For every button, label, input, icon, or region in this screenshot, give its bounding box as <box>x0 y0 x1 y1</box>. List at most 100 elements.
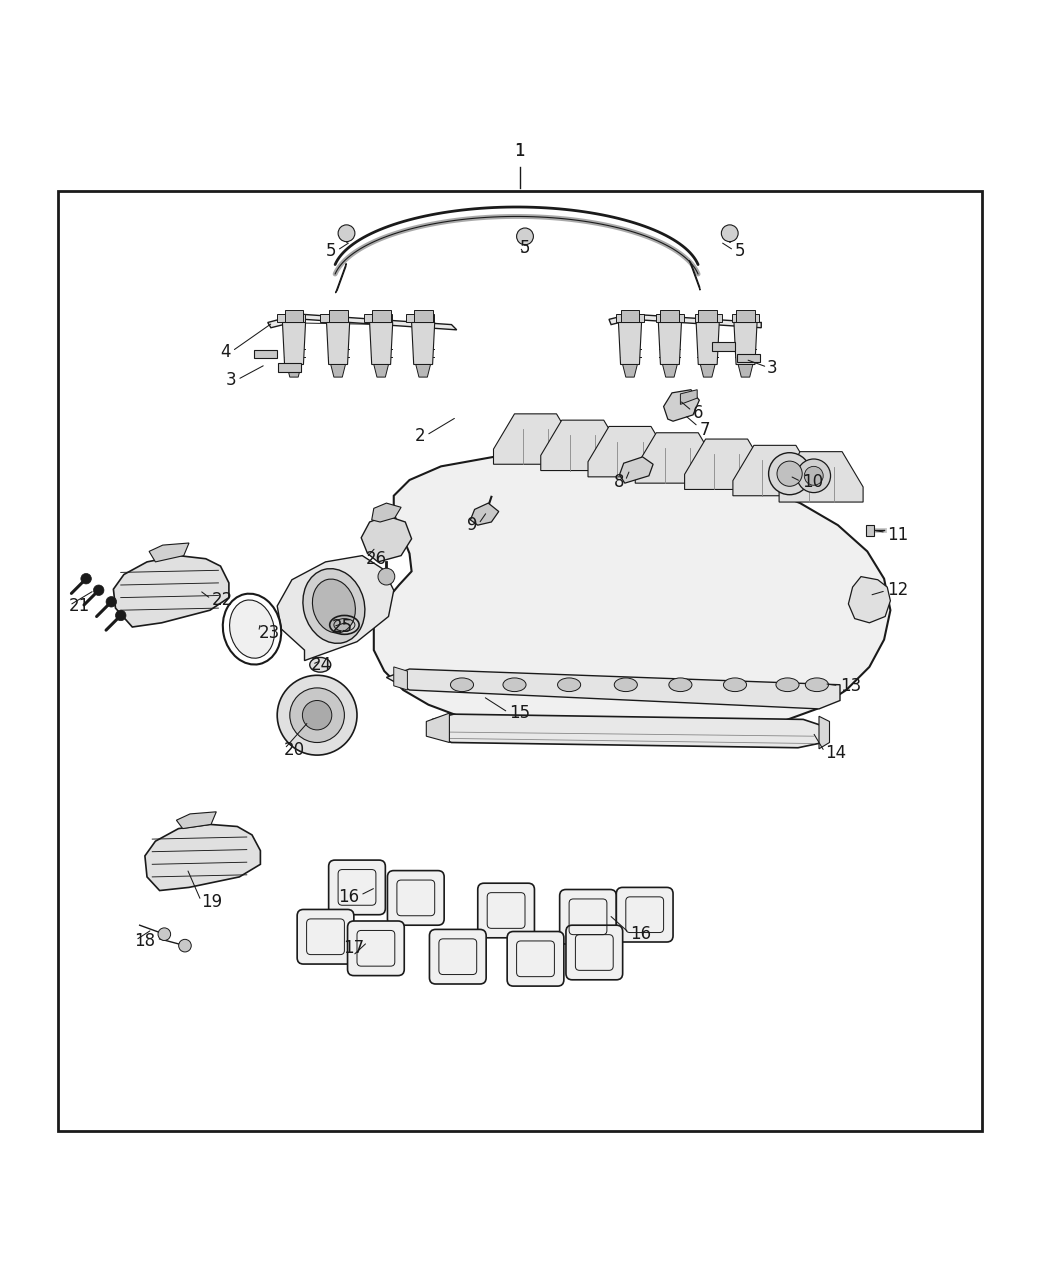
Polygon shape <box>374 450 890 736</box>
Polygon shape <box>149 543 189 562</box>
Polygon shape <box>282 323 306 365</box>
Polygon shape <box>327 323 350 365</box>
Circle shape <box>721 224 738 242</box>
Text: 5: 5 <box>326 242 336 260</box>
Ellipse shape <box>313 579 355 632</box>
Ellipse shape <box>503 678 526 691</box>
Circle shape <box>797 459 831 492</box>
Polygon shape <box>394 667 407 690</box>
Circle shape <box>116 611 126 621</box>
Ellipse shape <box>723 678 747 691</box>
Text: 24: 24 <box>311 655 332 673</box>
Polygon shape <box>848 576 890 622</box>
Circle shape <box>769 453 811 495</box>
FancyBboxPatch shape <box>387 871 444 926</box>
Polygon shape <box>370 323 393 365</box>
Polygon shape <box>541 421 625 470</box>
Polygon shape <box>712 343 735 351</box>
Polygon shape <box>696 323 719 365</box>
Polygon shape <box>866 525 874 536</box>
Polygon shape <box>285 310 303 323</box>
Polygon shape <box>414 310 433 323</box>
Circle shape <box>378 569 395 585</box>
Circle shape <box>158 928 170 941</box>
FancyBboxPatch shape <box>566 926 623 979</box>
Polygon shape <box>658 323 681 365</box>
Polygon shape <box>430 714 825 747</box>
FancyBboxPatch shape <box>329 861 385 914</box>
Polygon shape <box>426 713 449 742</box>
Polygon shape <box>320 314 348 323</box>
Polygon shape <box>268 314 457 330</box>
Polygon shape <box>779 451 863 502</box>
Polygon shape <box>335 264 346 293</box>
Polygon shape <box>736 310 755 323</box>
Polygon shape <box>406 314 434 323</box>
Text: 6: 6 <box>693 404 704 422</box>
FancyBboxPatch shape <box>297 909 354 964</box>
FancyBboxPatch shape <box>560 890 616 944</box>
Ellipse shape <box>776 678 799 691</box>
FancyBboxPatch shape <box>616 887 673 942</box>
Polygon shape <box>698 310 717 323</box>
Polygon shape <box>689 260 700 291</box>
Polygon shape <box>734 323 757 365</box>
Circle shape <box>277 676 357 755</box>
Ellipse shape <box>558 678 581 691</box>
Polygon shape <box>277 556 394 660</box>
Polygon shape <box>374 365 388 377</box>
Circle shape <box>178 940 191 952</box>
Bar <box>58 191 982 1131</box>
Polygon shape <box>372 310 391 323</box>
Circle shape <box>517 228 533 245</box>
Text: 10: 10 <box>802 473 823 491</box>
Text: 7: 7 <box>699 421 710 439</box>
Text: 8: 8 <box>614 473 625 491</box>
Polygon shape <box>254 349 277 358</box>
Text: 1: 1 <box>514 142 525 159</box>
Ellipse shape <box>805 678 828 691</box>
Text: 17: 17 <box>343 938 364 956</box>
Text: 21: 21 <box>68 597 89 615</box>
Ellipse shape <box>450 678 474 691</box>
Ellipse shape <box>669 678 692 691</box>
Polygon shape <box>361 515 412 562</box>
Ellipse shape <box>310 658 331 672</box>
Polygon shape <box>733 445 817 496</box>
Polygon shape <box>685 439 769 490</box>
Circle shape <box>302 700 332 729</box>
Polygon shape <box>623 365 637 377</box>
Text: 11: 11 <box>887 525 908 543</box>
Text: 1: 1 <box>514 142 525 159</box>
Circle shape <box>777 462 802 486</box>
Text: 4: 4 <box>220 343 231 361</box>
Polygon shape <box>660 310 679 323</box>
Ellipse shape <box>302 569 365 644</box>
Polygon shape <box>700 365 715 377</box>
Polygon shape <box>663 365 677 377</box>
Polygon shape <box>635 432 719 483</box>
Polygon shape <box>732 314 759 323</box>
Polygon shape <box>412 323 435 365</box>
Polygon shape <box>620 456 653 483</box>
Polygon shape <box>680 390 697 404</box>
FancyBboxPatch shape <box>478 884 534 938</box>
Text: 15: 15 <box>509 704 530 722</box>
Polygon shape <box>618 323 642 365</box>
Polygon shape <box>656 314 684 323</box>
Polygon shape <box>176 812 216 829</box>
Polygon shape <box>329 310 348 323</box>
Text: 26: 26 <box>365 550 386 567</box>
Polygon shape <box>416 365 430 377</box>
Text: 2: 2 <box>415 427 425 445</box>
Polygon shape <box>819 717 830 748</box>
Polygon shape <box>278 363 301 372</box>
Text: 13: 13 <box>840 677 861 695</box>
Circle shape <box>290 688 344 742</box>
Text: 5: 5 <box>735 242 746 260</box>
Polygon shape <box>372 504 401 521</box>
FancyBboxPatch shape <box>507 932 564 986</box>
Polygon shape <box>331 365 345 377</box>
Polygon shape <box>609 314 761 328</box>
Text: 12: 12 <box>887 581 908 599</box>
